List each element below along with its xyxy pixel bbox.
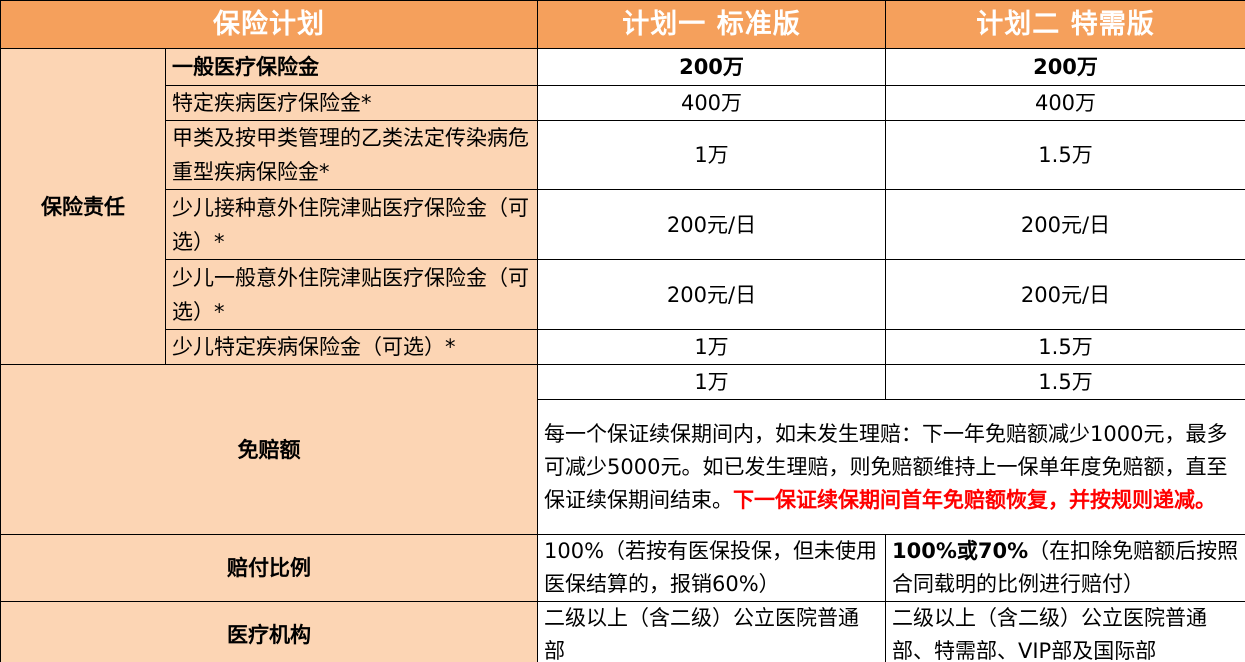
header-row: 保险计划 计划一 标准版 计划二 特需版 xyxy=(0,0,1245,49)
row: 少儿特定疾病保险金（可选）* 1万 1.5万 xyxy=(1,329,1245,365)
cell: 1万 xyxy=(537,120,886,190)
cell: 二级以上（含二级）公立医院普通部 xyxy=(537,601,886,662)
row: 保险责任 一般医疗保险金 200万 200万 xyxy=(0,48,1245,365)
row: 免赔额 1万 1.5万 xyxy=(0,364,1245,535)
row-label: 免赔额 xyxy=(0,364,538,535)
note: 每一个保证续保期间内，如未发生理赔：下一年免赔额减少1000元，最多可减少500… xyxy=(544,421,1228,512)
row-label: 医疗机构 xyxy=(0,601,538,662)
row: 每一个保证续保期间内，如未发生理赔：下一年免赔额减少1000元，最多可减少500… xyxy=(1,399,1245,535)
note-cell: 每一个保证续保期间内，如未发生理赔：下一年免赔额减少1000元，最多可减少500… xyxy=(537,399,1245,535)
ratio-text: （在扣除免赔额后按照合同载明的比例进行赔付） xyxy=(892,539,1239,596)
item-name: 少儿接种意外住院津贴医疗保险金（可选）* xyxy=(165,189,538,260)
cell: 200元/日 xyxy=(537,259,886,330)
cell: 200万 xyxy=(537,48,886,86)
item-name: 甲类及按甲类管理的乙类法定传染病危重型疾病保险金* xyxy=(165,120,538,190)
cell: 200万 xyxy=(885,48,1245,86)
cell: 1.5万 xyxy=(885,329,1245,365)
row: 特定疾病医疗保险金* 400万 400万 xyxy=(1,85,1245,121)
row: 甲类及按甲类管理的乙类法定传染病危重型疾病保险金* 1万 1.5万 xyxy=(1,120,1245,190)
cell: 100%（若按有医保投保，但未使用医保结算的，报销60%） xyxy=(537,534,886,602)
cell: 1万 xyxy=(537,329,886,365)
item-name: 特定疾病医疗保险金* xyxy=(165,85,538,121)
cell: 200元/日 xyxy=(885,189,1245,260)
row-label: 赔付比例 xyxy=(0,534,538,602)
row: 医疗机构 二级以上（含二级）公立医院普通部 二级以上（含二级）公立医院普通部、特… xyxy=(0,601,1245,662)
cell: 二级以上（含二级）公立医院普通部、特需部、VIP部及国际部 xyxy=(885,601,1245,662)
row-label: 保险责任 xyxy=(0,48,166,365)
item-name: 少儿特定疾病保险金（可选）* xyxy=(165,329,538,365)
item-name: 一般医疗保险金 xyxy=(165,48,538,86)
note-highlight: 下一保证续保期间首年免赔额恢复，并按规则递减。 xyxy=(733,487,1216,512)
header-cell: 保险计划 xyxy=(0,0,538,49)
row: 赔付比例 100%（若按有医保投保，但未使用医保结算的，报销60%） 100%或… xyxy=(0,534,1245,602)
cell: 400万 xyxy=(885,85,1245,121)
header-cell: 计划二 特需版 xyxy=(885,0,1245,49)
cell: 1万 xyxy=(537,364,886,400)
cell: 1.5万 xyxy=(885,364,1245,400)
cell: 1.5万 xyxy=(885,120,1245,190)
header-cell: 计划一 标准版 xyxy=(537,0,886,49)
cell: 200元/日 xyxy=(885,259,1245,330)
cell: 100%或70%（在扣除免赔额后按照合同载明的比例进行赔付） xyxy=(885,534,1245,602)
item-name: 少儿一般意外住院津贴医疗保险金（可选）* xyxy=(165,259,538,330)
row: 少儿接种意外住院津贴医疗保险金（可选）* 200元/日 200元/日 xyxy=(1,189,1245,260)
ratio-bold: 100%或70% xyxy=(892,539,1029,563)
row: 少儿一般意外住院津贴医疗保险金（可选）* 200元/日 200元/日 xyxy=(1,259,1245,330)
cell: 400万 xyxy=(537,85,886,121)
cell: 200元/日 xyxy=(537,189,886,260)
